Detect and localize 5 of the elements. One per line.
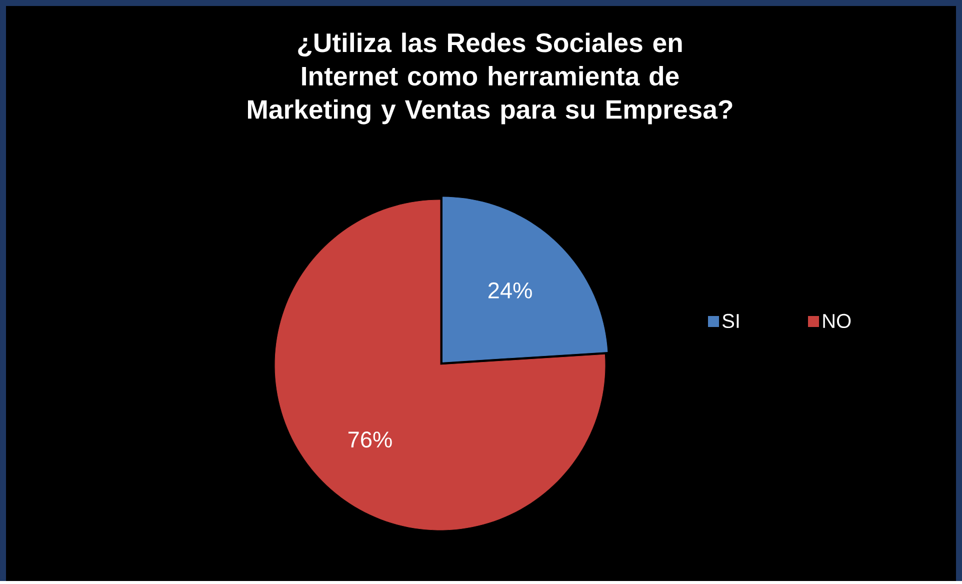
legend-label: SI	[722, 314, 739, 328]
data-label: 76%	[348, 432, 392, 448]
data-label: 24%	[488, 282, 532, 298]
legend-label: NO	[823, 314, 851, 328]
chart-title: ¿Utiliza las Redes Sociales en Internet como herramienta de Marketing y Ventas para su Empresa?	[248, 32, 732, 124]
